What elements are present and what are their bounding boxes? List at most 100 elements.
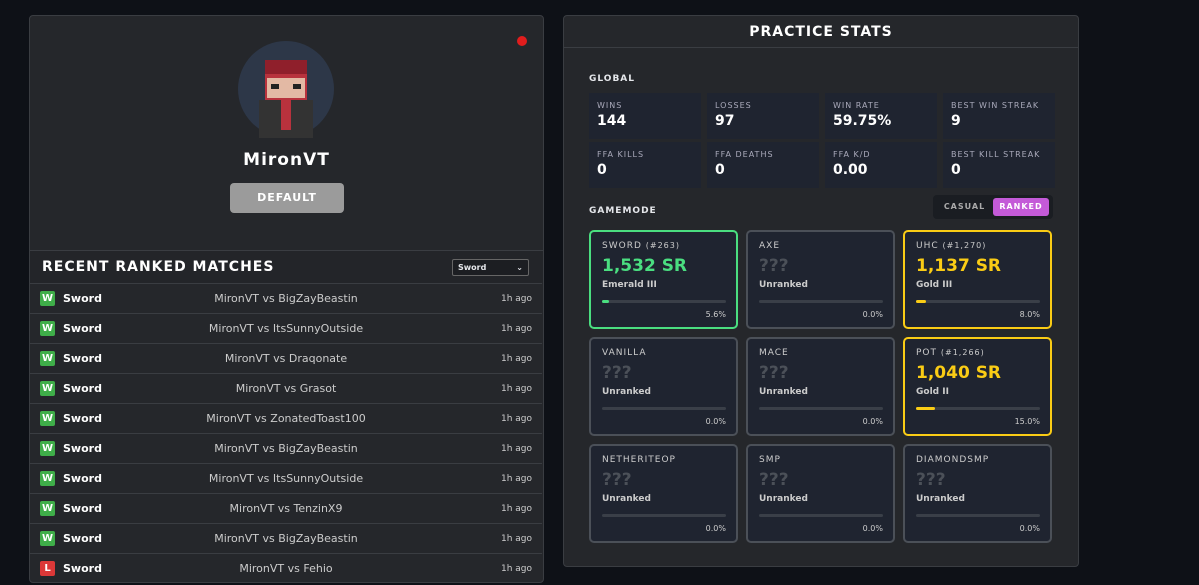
dropdown-arrow: ⌄ [516, 263, 523, 272]
progress-track [759, 300, 883, 303]
mode-card: POT (#1,266) 1,040 SR Gold II 15.0% [903, 337, 1052, 436]
match-players: MironVT vs Draqonate [224, 352, 348, 365]
mode-tier: Unranked [759, 387, 808, 397]
match-mode: Sword [63, 442, 102, 455]
mode-card: SMP??? Unranked 0.0% [746, 444, 895, 543]
progress-track [916, 514, 1040, 517]
mode-tier: Unranked [602, 387, 651, 397]
match-time: 1h ago [500, 384, 532, 394]
mode-name: DIAMONDSMP [916, 455, 990, 465]
tab-ranked[interactable]: RANKED [993, 198, 1049, 216]
stat-value: 59.75% [833, 113, 892, 129]
stat-label: WIN RATE [833, 101, 880, 110]
mode-heading: AXE [759, 241, 780, 251]
match-mode: Sword [63, 412, 102, 425]
result-badge: W [40, 531, 55, 546]
mode-name: MACE [759, 348, 789, 358]
progress-fill [916, 407, 935, 410]
match-time: 1h ago [500, 294, 532, 304]
mode-tier: Unranked [759, 280, 808, 290]
result-badge: W [40, 351, 55, 366]
mode-rank: (#263) [645, 241, 680, 250]
match-players: MironVT vs BigZayBeastin [214, 442, 358, 455]
profile-panel: MironVT DEFAULT RECENT RANKED MATCHES Sw… [29, 15, 544, 583]
match-mode: Sword [63, 502, 102, 515]
match-row: W Sword MironVT vs BigZayBeastin 1h ago [30, 433, 542, 463]
mode-name: SMP [759, 455, 781, 465]
mode-tier: Unranked [602, 494, 651, 504]
stat-value: 9 [951, 113, 961, 129]
mode-filter[interactable]: Sword ⌄ [452, 259, 529, 276]
stats-panel: PRACTICE STATS GLOBAL GAMEMODE CASUAL RA… [563, 15, 1079, 567]
progress-label: 0.0% [705, 417, 726, 426]
progress-label: 0.0% [862, 310, 883, 319]
filter-text: Sword [458, 263, 487, 272]
stat-value: 0 [951, 162, 961, 178]
mode-name: POT [916, 348, 938, 358]
mode-card: SWORD (#263) 1,532 SR Emerald III 5.6% [589, 230, 738, 329]
match-row: W Sword MironVT vs BigZayBeastin 1h ago [30, 523, 542, 553]
match-mode: Sword [63, 322, 102, 335]
progress-label: 0.0% [862, 417, 883, 426]
match-players: MironVT vs Grasot [235, 382, 337, 395]
mode-name: SWORD [602, 241, 642, 251]
result-badge: W [40, 291, 55, 306]
match-time: 1h ago [500, 324, 532, 334]
matches-title: RECENT RANKED MATCHES [42, 259, 275, 275]
progress-label: 15.0% [1014, 417, 1040, 426]
stat-cell: FFA K/D 0.00 [825, 142, 937, 188]
result-badge: W [40, 501, 55, 516]
match-row: L Sword MironVT vs Fehio 1h ago [30, 553, 542, 583]
mode-card: DIAMONDSMP??? Unranked 0.0% [903, 444, 1052, 543]
stat-cell: BEST KILL STREAK 0 [943, 142, 1055, 188]
stat-label: BEST WIN STREAK [951, 101, 1040, 110]
match-mode: Sword [63, 352, 102, 365]
avatar [238, 41, 334, 138]
match-time: 1h ago [500, 534, 532, 544]
stat-label: BEST KILL STREAK [951, 150, 1041, 159]
stat-cell: WIN RATE 59.75% [825, 93, 937, 139]
progress-label: 5.6% [705, 310, 726, 319]
result-badge: W [40, 321, 55, 336]
mode-heading: NETHERITEOP [602, 455, 676, 465]
result-badge: W [40, 441, 55, 456]
progress-track [602, 407, 726, 410]
mode-tier: Unranked [759, 494, 808, 504]
mode-card: UHC (#1,270) 1,137 SR Gold III 8.0% [903, 230, 1052, 329]
mode-sr: ??? [759, 256, 789, 276]
mode-name: NETHERITEOP [602, 455, 676, 465]
progress-track [602, 300, 726, 303]
gamemode-label: GAMEMODE [589, 206, 657, 216]
global-label: GLOBAL [589, 74, 636, 84]
progress-label: 0.0% [862, 524, 883, 533]
progress-track [916, 300, 1040, 303]
tab-casual[interactable]: CASUAL [943, 202, 986, 211]
status-dot [517, 36, 527, 46]
progress-label: 8.0% [1019, 310, 1040, 319]
mode-heading: MACE [759, 348, 789, 358]
mode-sr: ??? [759, 363, 789, 383]
stat-cell: WINS 144 [589, 93, 701, 139]
match-players: MironVT vs TenzinX9 [229, 502, 343, 515]
badge-button[interactable]: DEFAULT [230, 183, 344, 213]
match-row: W Sword MironVT vs Grasot 1h ago [30, 373, 542, 403]
match-players: MironVT vs BigZayBeastin [214, 292, 358, 305]
match-players: MironVT vs BigZayBeastin [214, 532, 358, 545]
username: MironVT [243, 150, 330, 170]
result-badge: W [40, 411, 55, 426]
mode-heading: SWORD (#263) [602, 241, 680, 251]
match-row: W Sword MironVT vs BigZayBeastin 1h ago [30, 283, 542, 313]
mode-rank: (#1,266) [940, 348, 985, 357]
match-mode: Sword [63, 472, 102, 485]
mode-tier: Gold III [916, 280, 953, 290]
stat-cell: FFA KILLS 0 [589, 142, 701, 188]
match-time: 1h ago [500, 444, 532, 454]
mode-sr: ??? [602, 470, 632, 490]
stat-value: 144 [597, 113, 627, 129]
mode-tier: Emerald III [602, 280, 657, 290]
match-time: 1h ago [500, 504, 532, 514]
match-row: W Sword MironVT vs Draqonate 1h ago [30, 343, 542, 373]
progress-label: 0.0% [1019, 524, 1040, 533]
